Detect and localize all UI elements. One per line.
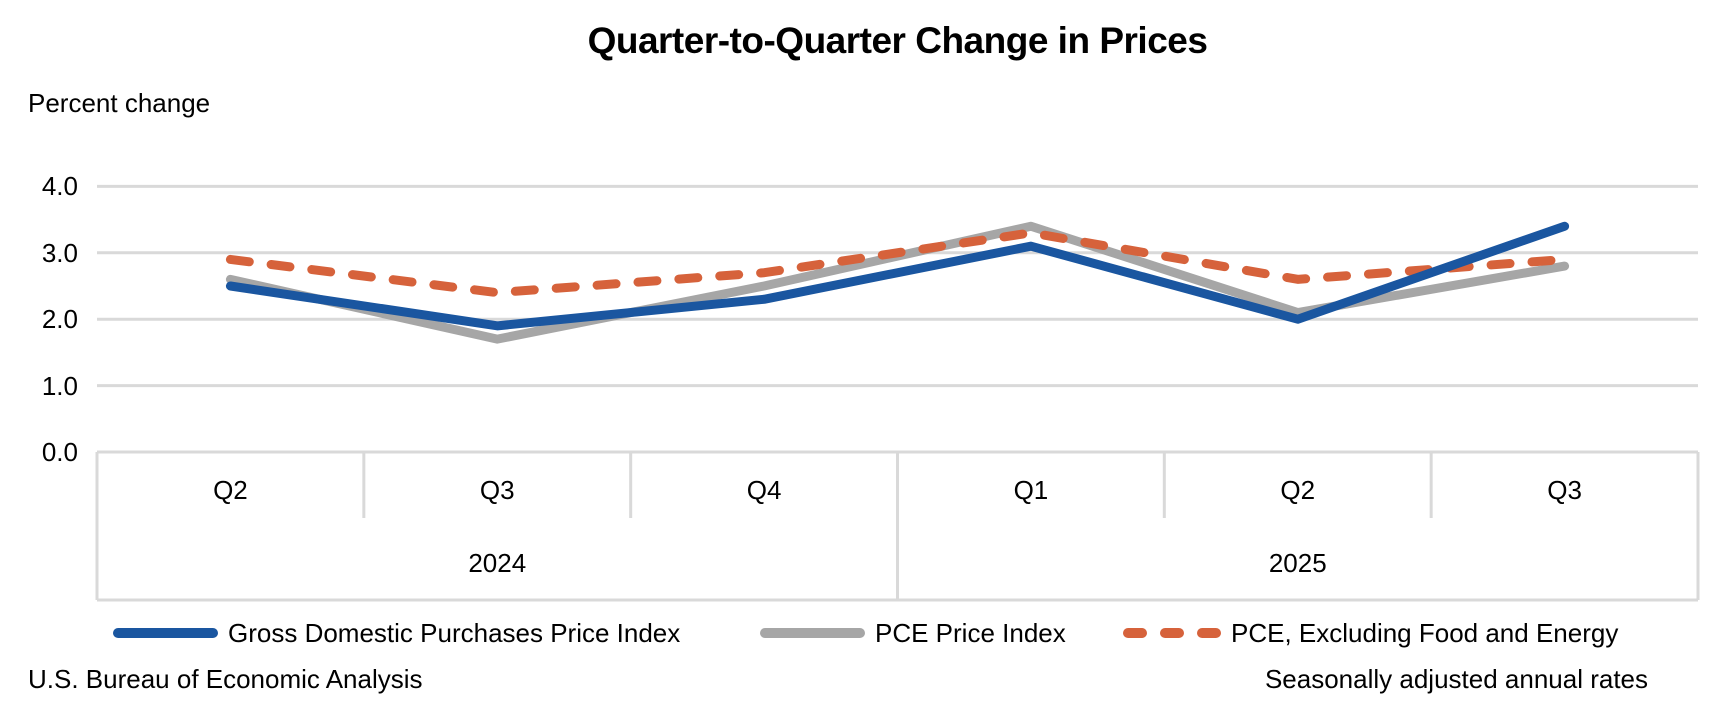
legend-label: Gross Domestic Purchases Price Index <box>228 618 681 648</box>
legend-dash-segment <box>1123 628 1147 638</box>
x-quarter-label: Q2 <box>213 475 248 505</box>
x-year-label: 2024 <box>468 548 527 578</box>
y-tick-label: 0.0 <box>41 437 78 467</box>
series-line-pce-excluding-food-and-energy <box>225 228 1570 298</box>
chart-title: Quarter-to-Quarter Change in Prices <box>587 20 1208 61</box>
x-quarter-label: Q3 <box>1547 475 1582 505</box>
legend-line-segment <box>113 628 218 638</box>
seasonal-adjustment-note: Seasonally adjusted annual rates <box>1264 664 1648 694</box>
legend-swatch-orange-dashed-line <box>1123 628 1221 638</box>
y-axis-title: Percent change <box>28 88 211 118</box>
legend-label: PCE Price Index <box>875 618 1066 648</box>
series-line-gross-domestic-purchases-price-index <box>225 221 1570 331</box>
x-year-label: 2025 <box>1268 548 1327 578</box>
legend-line-segment <box>760 628 865 638</box>
x-quarter-label: Q1 <box>1013 475 1049 505</box>
y-tick-label: 4.0 <box>41 171 78 202</box>
legend-item-gross-domestic-purchases: Gross Domestic Purchases Price Index <box>113 616 680 650</box>
y-tick-label: 2.0 <box>41 304 78 335</box>
y-tick-label: 1.0 <box>41 370 78 401</box>
legend-swatch-gray-line <box>760 628 865 638</box>
legend-item-pce-excluding-food-energy: PCE, Excluding Food and Energy <box>1123 616 1618 650</box>
legend: Gross Domestic Purchases Price Index PCE… <box>0 616 1723 650</box>
x-quarter-label: Q2 <box>1280 475 1316 505</box>
legend-dash-segment <box>1197 628 1221 638</box>
x-quarter-label: Q3 <box>479 475 515 505</box>
legend-swatch-blue-line <box>113 628 218 638</box>
x-quarter-label: Q4 <box>746 475 782 505</box>
source-attribution: U.S. Bureau of Economic Analysis <box>28 664 423 694</box>
legend-dash-segment <box>1160 628 1184 638</box>
legend-label: PCE, Excluding Food and Energy <box>1231 618 1619 648</box>
y-tick-label: 3.0 <box>41 237 78 268</box>
legend-item-pce-price-index: PCE Price Index <box>760 616 1066 650</box>
